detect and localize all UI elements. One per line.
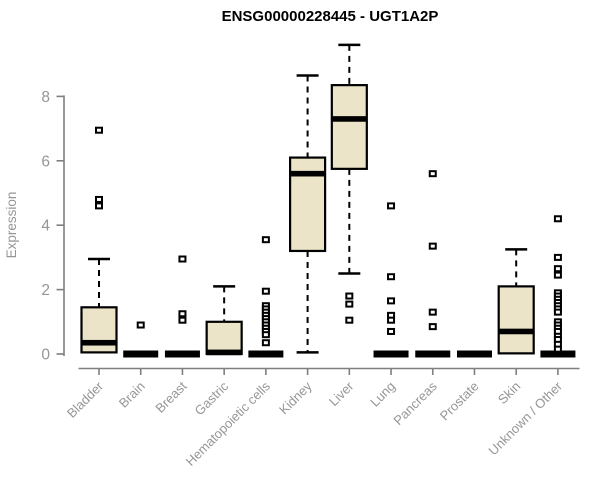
chart-title: ENSG00000228445 - UGT1A2P: [221, 8, 439, 25]
outlier-point: [428, 242, 437, 250]
flat-box: [123, 350, 159, 358]
flat-box: [456, 350, 492, 358]
box-skin: [497, 248, 535, 355]
outlier-point: [553, 271, 562, 279]
outlier-point: [345, 292, 354, 300]
x-tick-label: Bladder: [64, 378, 107, 421]
median-bar: [81, 339, 117, 346]
y-tick-label: 8: [41, 89, 50, 106]
outlier-point: [387, 273, 396, 281]
iqr-box: [497, 285, 535, 355]
y-tick-label: 4: [41, 218, 50, 235]
box-liver: [330, 43, 368, 324]
x-tick-label: Pancreas: [390, 378, 440, 428]
outlier-point: [178, 310, 187, 318]
median-bar: [206, 349, 242, 356]
box-gastric: [205, 285, 243, 356]
outlier-point: [553, 215, 562, 223]
outlier-point: [95, 202, 103, 210]
outlier-point: [387, 202, 396, 210]
outlier-point: [428, 170, 437, 178]
y-tick-label: 0: [41, 347, 50, 364]
iqr-box: [80, 306, 118, 354]
outlier-point: [261, 331, 270, 339]
x-tick-label: Gastric: [192, 378, 232, 418]
outlier-point: [345, 316, 354, 324]
iqr-box: [205, 320, 243, 356]
iqr-box: [330, 84, 368, 170]
median-bar: [290, 170, 326, 177]
outlier-point: [387, 297, 396, 305]
outlier-point: [261, 236, 270, 244]
x-tick-label: Liver: [326, 378, 357, 409]
box-breast: [164, 255, 200, 358]
x-tick-label: Kidney: [276, 378, 315, 417]
box-prostate: [456, 350, 492, 358]
outlier-point: [553, 265, 562, 273]
outlier-point: [261, 339, 270, 347]
outlier-point: [553, 345, 562, 353]
x-tick-label: Skin: [495, 379, 523, 407]
box-kidney: [289, 74, 327, 354]
median-bar: [331, 116, 367, 122]
outlier-point: [178, 255, 187, 263]
median-bar: [498, 328, 534, 335]
outlier-point: [261, 287, 270, 295]
box-unknown-other: [540, 215, 576, 358]
x-tick-label: Prostate: [437, 379, 482, 424]
outlier-point: [553, 253, 562, 261]
outlier-point: [95, 126, 103, 134]
outlier-point: [345, 300, 354, 308]
y-tick-label: 2: [41, 282, 50, 299]
outlier-point: [136, 321, 145, 329]
y-axis-label: Expression: [4, 192, 19, 259]
outlier-point: [178, 316, 187, 324]
flat-box: [540, 350, 576, 358]
flat-box: [373, 350, 409, 358]
y-axis: 0 2 4 6 8: [41, 89, 65, 364]
outlier-point: [428, 323, 437, 331]
x-tick-label: Brain: [116, 379, 148, 411]
x-tick-label: Breast: [152, 378, 189, 415]
box-brain: [123, 321, 159, 358]
outlier-point: [387, 327, 396, 335]
x-tick-label: Unknown / Other: [485, 378, 565, 458]
flat-box: [248, 350, 284, 358]
outlier-point: [428, 308, 437, 316]
x-tick-label: Lung: [367, 379, 398, 410]
y-tick-label: 6: [41, 153, 50, 170]
box-pancreas: [415, 170, 451, 358]
flat-box: [415, 350, 451, 358]
box-hematopoietic-cells: [248, 236, 284, 358]
outlier-point: [95, 195, 103, 203]
outlier-point: [387, 316, 396, 324]
box-lung: [373, 202, 409, 358]
flat-box: [164, 350, 200, 358]
outlier-point: [553, 308, 562, 316]
box-bladder: [80, 126, 118, 354]
